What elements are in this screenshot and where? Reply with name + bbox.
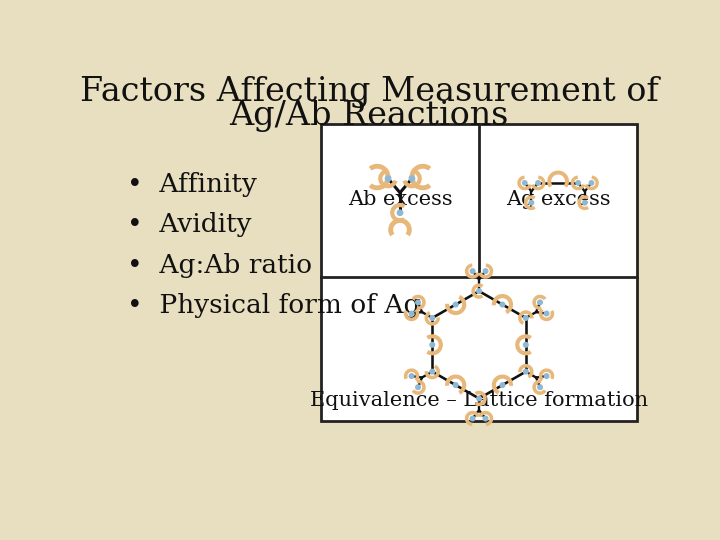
Circle shape (385, 176, 391, 181)
Circle shape (582, 200, 587, 205)
Text: •  Avidity: • Avidity (127, 212, 252, 237)
Circle shape (538, 300, 542, 305)
Circle shape (415, 385, 420, 389)
Circle shape (454, 383, 458, 387)
Text: •  Ag:Ab ratio: • Ag:Ab ratio (127, 253, 312, 278)
Text: Factors Affecting Measurement of: Factors Affecting Measurement of (80, 76, 658, 108)
Text: Ag excess: Ag excess (505, 190, 611, 209)
Text: Ab excess: Ab excess (348, 190, 452, 209)
Circle shape (500, 302, 505, 307)
Circle shape (529, 200, 534, 205)
Circle shape (589, 181, 594, 185)
Circle shape (409, 311, 414, 316)
Circle shape (544, 374, 549, 379)
Circle shape (409, 374, 414, 379)
Circle shape (454, 302, 458, 307)
Circle shape (483, 416, 488, 421)
Circle shape (470, 416, 475, 421)
Circle shape (430, 342, 435, 347)
Circle shape (397, 210, 402, 215)
Circle shape (409, 176, 415, 181)
Circle shape (430, 316, 435, 320)
Circle shape (477, 289, 482, 293)
Circle shape (477, 396, 482, 401)
Circle shape (544, 311, 549, 316)
Circle shape (430, 369, 435, 374)
Circle shape (576, 181, 580, 185)
Text: •  Physical form of Ag: • Physical form of Ag (127, 293, 420, 318)
Text: •  Affinity: • Affinity (127, 172, 257, 197)
Circle shape (523, 181, 527, 185)
Circle shape (523, 316, 528, 320)
Circle shape (523, 342, 528, 347)
Circle shape (483, 269, 488, 273)
Circle shape (523, 369, 528, 374)
Bar (321, 124, 637, 421)
Circle shape (415, 300, 420, 305)
Circle shape (470, 269, 475, 273)
Text: Equivalence – Lattice formation: Equivalence – Lattice formation (310, 391, 648, 410)
Text: Ag/Ab Reactions: Ag/Ab Reactions (229, 99, 509, 132)
Circle shape (536, 181, 540, 185)
Circle shape (538, 385, 542, 389)
Circle shape (500, 383, 505, 387)
